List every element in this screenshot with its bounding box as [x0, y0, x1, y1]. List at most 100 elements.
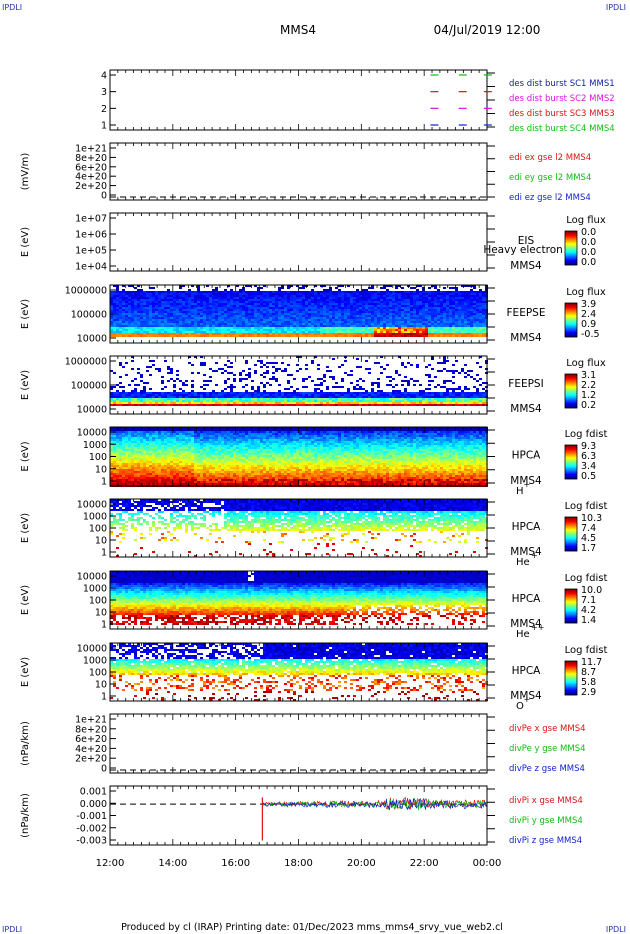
colorbar-title: Log flux	[566, 287, 606, 298]
panel-frame	[109, 69, 488, 131]
legend-entry: divPi x gse MMS4	[509, 796, 583, 806]
x-tick-label: 22:00	[410, 858, 439, 869]
y-tick-label: 2e+20	[75, 181, 107, 192]
colorbar-tick: 1.2	[581, 390, 596, 401]
legend-entry: divPi y gse MMS4	[509, 816, 583, 826]
y-tick-label: 4e+20	[75, 172, 107, 183]
legend-entry: des dist burst SC1 MMS1	[509, 79, 615, 89]
corner-label-top-left: IPDLI	[2, 3, 23, 12]
colorbar-tick: -0.5	[581, 329, 600, 340]
instrument-label: HPCA	[512, 593, 542, 605]
y-tick-label: 6e+20	[75, 162, 107, 173]
y-tick-label: 10000	[77, 500, 107, 511]
species-label: He	[516, 557, 530, 568]
y-tick-label: 10	[95, 608, 107, 619]
colorbar-tick: 7.1	[581, 595, 596, 606]
legend-entry: divPe z gse MMS4	[509, 764, 585, 774]
y-tick-label: 1e+04	[75, 262, 107, 273]
y-tick-label: 1e+21	[75, 144, 107, 155]
y-tick-label: 10	[95, 464, 107, 475]
colorbar	[564, 660, 578, 696]
y-tick-label: 10000	[77, 644, 107, 655]
colorbar	[564, 230, 578, 266]
colorbar-tick: 2.9	[581, 687, 596, 698]
colorbar-tick: 3.9	[581, 299, 596, 310]
legend-entry: edi ey gse l2 MMS4	[509, 173, 591, 183]
y-tick-label: 100	[89, 452, 107, 463]
y-axis-label: E (eV)	[20, 657, 31, 687]
y-tick-label: 1e+07	[75, 214, 107, 225]
y-tick-label: 1e+06	[75, 230, 107, 241]
y-tick-label: 1	[101, 620, 107, 631]
colorbar-tick: 1.7	[581, 543, 596, 554]
y-tick-label: 100	[89, 524, 107, 535]
y-tick-label: 2	[101, 104, 107, 115]
y-tick-label: 1e+21	[75, 715, 107, 726]
colorbar-title: Log fdist	[565, 645, 608, 656]
colorbar-tick: 10.0	[581, 585, 602, 596]
y-tick-label: 1000	[83, 440, 107, 451]
spacecraft-label: MMS4	[510, 618, 542, 630]
y-tick-label: 1000	[83, 656, 107, 667]
y-axis-label: (nPa/km)	[20, 721, 31, 766]
colorbar	[564, 516, 578, 552]
y-tick-label: 0.001	[80, 787, 107, 798]
y-tick-label: -0.001	[76, 811, 107, 822]
colorbar-tick: 2.2	[581, 380, 596, 391]
legend-entry: divPi z gse MMS4	[509, 836, 582, 846]
y-axis-label: E (eV)	[20, 370, 31, 400]
species-charge: ++	[531, 623, 544, 632]
panel-feepse: E (eV) 1000000 100000 10000 FEEPSE MMS4 Log fl…	[20, 284, 606, 345]
x-tick-label: 20:00	[347, 858, 376, 869]
species-charge: +	[524, 695, 531, 704]
colorbar-tick: 11.7	[581, 657, 602, 668]
y-axis-label: E (eV)	[20, 513, 31, 543]
colorbar-tick: 3.4	[581, 461, 596, 472]
y-tick-label: 4e+20	[75, 744, 107, 755]
y-tick-label: 100	[89, 668, 107, 679]
header-datetime: 04/Jul/2019 12:00	[434, 23, 541, 37]
species-label: H	[516, 486, 524, 497]
y-tick-label: -0.002	[76, 823, 107, 834]
colorbar-tick: 6.3	[581, 451, 596, 462]
instrument-label: FEEPSI	[508, 378, 543, 390]
spacecraft-label: MMS4	[510, 690, 542, 702]
colorbar-title: Log fdist	[565, 429, 608, 440]
species-charge: +	[524, 480, 531, 489]
spacecraft-label: MMS4	[510, 332, 542, 344]
y-tick-label: 1000	[83, 584, 107, 595]
colorbar-title: Log fdist	[565, 501, 608, 512]
y-tick-label: 1	[101, 692, 107, 703]
instrument-label: FEEPSE	[507, 307, 546, 319]
legend-entry: divPe y gse MMS4	[509, 744, 586, 754]
legend-entry: des dist burst SC4 MMS4	[509, 124, 615, 134]
spacecraft-label: MMS4	[510, 546, 542, 558]
colorbar-tick: 3.1	[581, 370, 596, 381]
y-tick-label: 10000	[77, 572, 107, 583]
panel-eis: E (eV) 1e+07 1e+06 1e+05 1e+04 EIS MMS4 Heavy e…	[20, 212, 606, 273]
y-axis-label: (nPa/km)	[20, 793, 31, 838]
y-axis-label: E (eV)	[20, 585, 31, 615]
panel-frame	[109, 212, 488, 272]
y-tick-label: 1000000	[65, 357, 107, 368]
colorbar-title: Log fdist	[565, 573, 608, 584]
legend-entry: des dist burst SC3 MMS3	[509, 109, 615, 119]
divpi-series	[262, 798, 487, 811]
colorbar-tick: 10.3	[581, 513, 602, 524]
x-tick-label: 14:00	[158, 858, 187, 869]
legend-entry: des dist burst SC2 MMS2	[509, 94, 615, 104]
colorbar-tick: 0.0	[581, 247, 596, 258]
colorbar-tick: 5.8	[581, 677, 596, 688]
header-spacecraft: MMS4	[280, 23, 316, 37]
y-tick-label: 100	[89, 596, 107, 607]
y-tick-label: 10000	[77, 405, 107, 416]
panel-frame	[109, 713, 488, 774]
colorbar-title: Log flux	[566, 215, 606, 226]
panel-burst: 4 3 2 1 des dist burst SC1 MMS1 des dist burs…	[101, 69, 615, 134]
